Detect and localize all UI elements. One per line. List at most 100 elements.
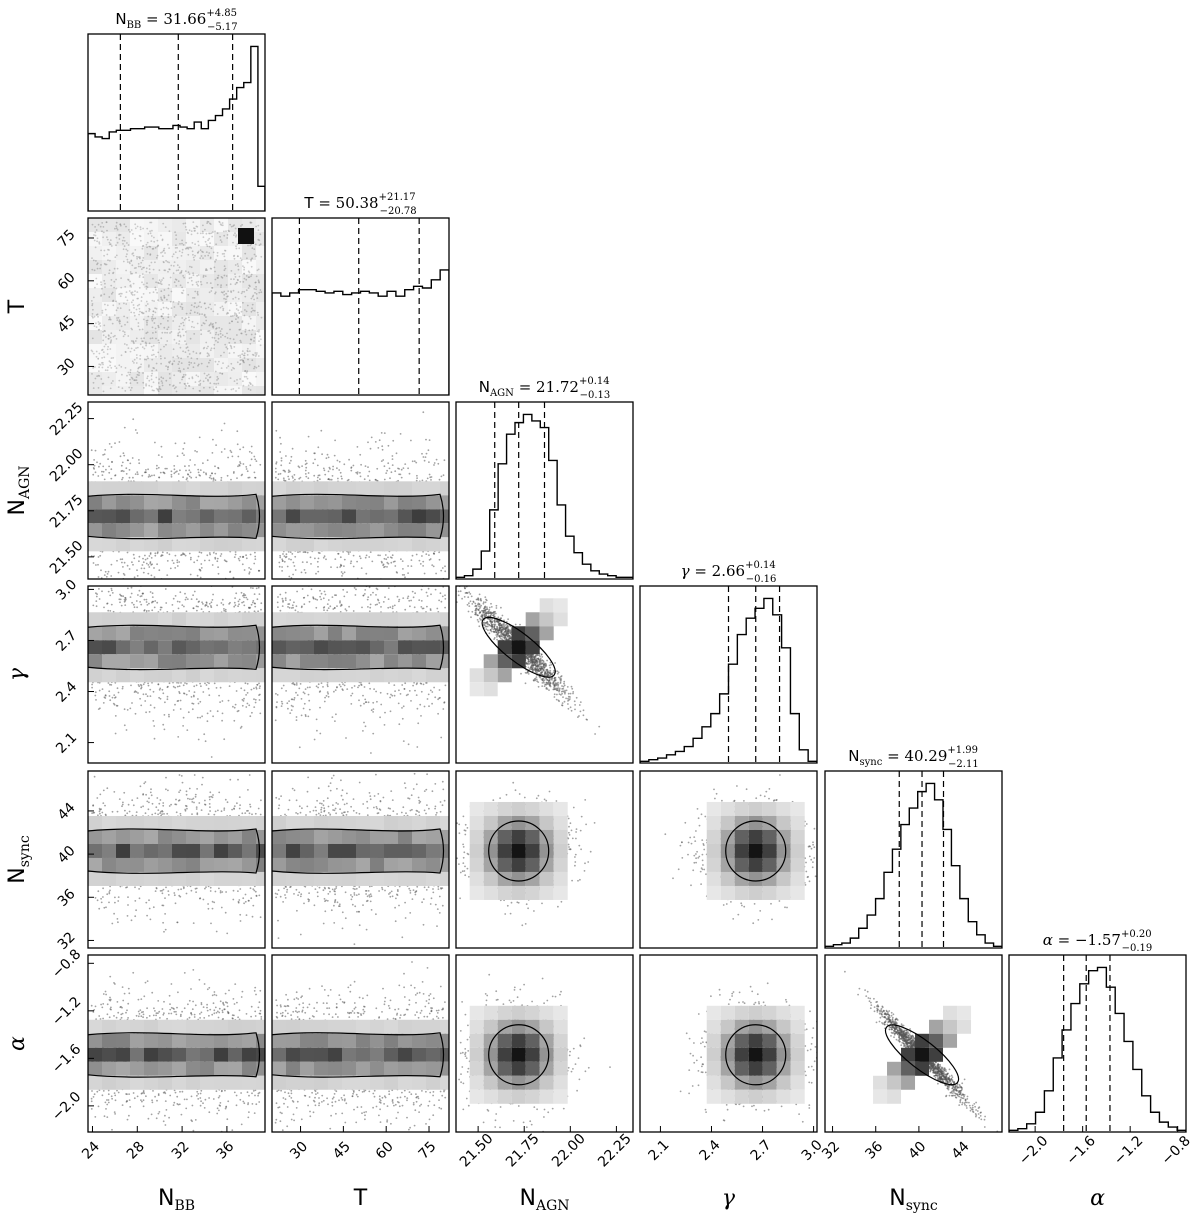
density-cell	[286, 537, 300, 552]
sample-point	[176, 455, 179, 457]
density-cell	[200, 330, 214, 344]
sample-point	[221, 582, 223, 584]
sample-point	[107, 570, 110, 573]
sample-point	[99, 462, 102, 465]
sample-point	[103, 453, 106, 456]
sample-point	[336, 467, 338, 470]
sample-point	[359, 471, 361, 474]
sample-point	[180, 554, 183, 557]
density-cell	[116, 386, 130, 395]
sample-point	[189, 471, 192, 474]
sample-point	[114, 442, 116, 445]
sample-point	[158, 476, 161, 479]
density-cell	[200, 495, 214, 510]
sample-point	[390, 471, 393, 474]
sample-point	[216, 557, 219, 560]
sample-point	[301, 465, 303, 467]
sample-point	[126, 551, 129, 554]
sample-point	[195, 684, 198, 687]
density-cell	[88, 523, 102, 538]
sample-point	[274, 467, 277, 470]
sample-point	[285, 455, 287, 457]
sample-point	[340, 564, 343, 567]
sample-point	[381, 594, 383, 596]
sample-point	[203, 559, 206, 562]
sample-point	[117, 571, 120, 574]
density-cell	[398, 495, 412, 510]
density-cell	[144, 302, 158, 316]
sample-point	[160, 445, 163, 448]
density-cell	[228, 260, 242, 274]
sample-point	[127, 459, 129, 462]
density-cell	[186, 218, 200, 232]
sample-point	[122, 470, 125, 473]
sample-point	[121, 476, 124, 479]
sample-point	[157, 454, 160, 456]
sample-point	[254, 558, 257, 560]
panel-frame	[87, 401, 266, 580]
sample-point	[221, 700, 224, 702]
sample-point	[399, 433, 402, 435]
density-cell	[272, 523, 286, 538]
sample-point	[128, 568, 131, 570]
sample-point	[438, 582, 440, 584]
sample-point	[402, 568, 404, 570]
sample-point	[253, 706, 256, 708]
sample-point	[440, 475, 443, 478]
sample-point	[428, 473, 431, 476]
density-cell	[214, 232, 228, 246]
density-cell	[214, 330, 228, 344]
sample-point	[319, 478, 321, 481]
contour	[88, 493, 261, 540]
density-cell	[440, 481, 449, 496]
sample-point	[297, 551, 299, 554]
sample-point	[401, 560, 404, 562]
sample-point	[280, 464, 283, 467]
sample-point	[283, 479, 285, 482]
sample-point	[259, 463, 262, 466]
sample-point	[108, 443, 111, 445]
density-cell	[398, 523, 412, 538]
sample-point	[423, 572, 426, 575]
density-cell	[186, 288, 200, 302]
sample-point	[364, 465, 367, 467]
sample-point	[387, 444, 390, 447]
density-cell	[242, 537, 256, 552]
density-cell	[412, 523, 426, 538]
sample-point	[148, 474, 151, 476]
density-cell	[102, 288, 116, 302]
density-cell	[256, 246, 265, 260]
sample-point	[147, 476, 150, 478]
sample-point	[220, 429, 223, 432]
sample-point	[110, 575, 113, 577]
sample-point	[399, 473, 402, 476]
sample-point	[148, 571, 150, 573]
sample-point	[275, 462, 278, 465]
sample-point	[443, 459, 446, 462]
density-cell	[116, 523, 130, 538]
sample-point	[306, 561, 308, 564]
density-cell	[412, 495, 426, 510]
density-cell	[328, 481, 342, 496]
sample-point	[282, 469, 285, 472]
density-cell	[314, 481, 328, 496]
sample-point	[140, 567, 143, 570]
y-tick-label: 60	[55, 270, 79, 294]
sample-point	[321, 453, 323, 456]
sample-point	[320, 429, 323, 432]
sample-point	[212, 438, 214, 441]
density-cell	[88, 316, 102, 330]
sample-point	[411, 554, 414, 557]
sample-point	[400, 558, 402, 561]
sample-point	[278, 565, 281, 568]
hist-step	[272, 269, 449, 395]
density-cell	[186, 232, 200, 246]
sample-point	[396, 571, 398, 574]
sample-point	[325, 457, 328, 460]
sample-point	[288, 575, 291, 578]
sample-point	[166, 467, 168, 470]
sample-point	[105, 575, 108, 578]
panel-frame	[271, 401, 450, 580]
sample-point	[100, 569, 102, 572]
density-cell	[88, 481, 102, 496]
